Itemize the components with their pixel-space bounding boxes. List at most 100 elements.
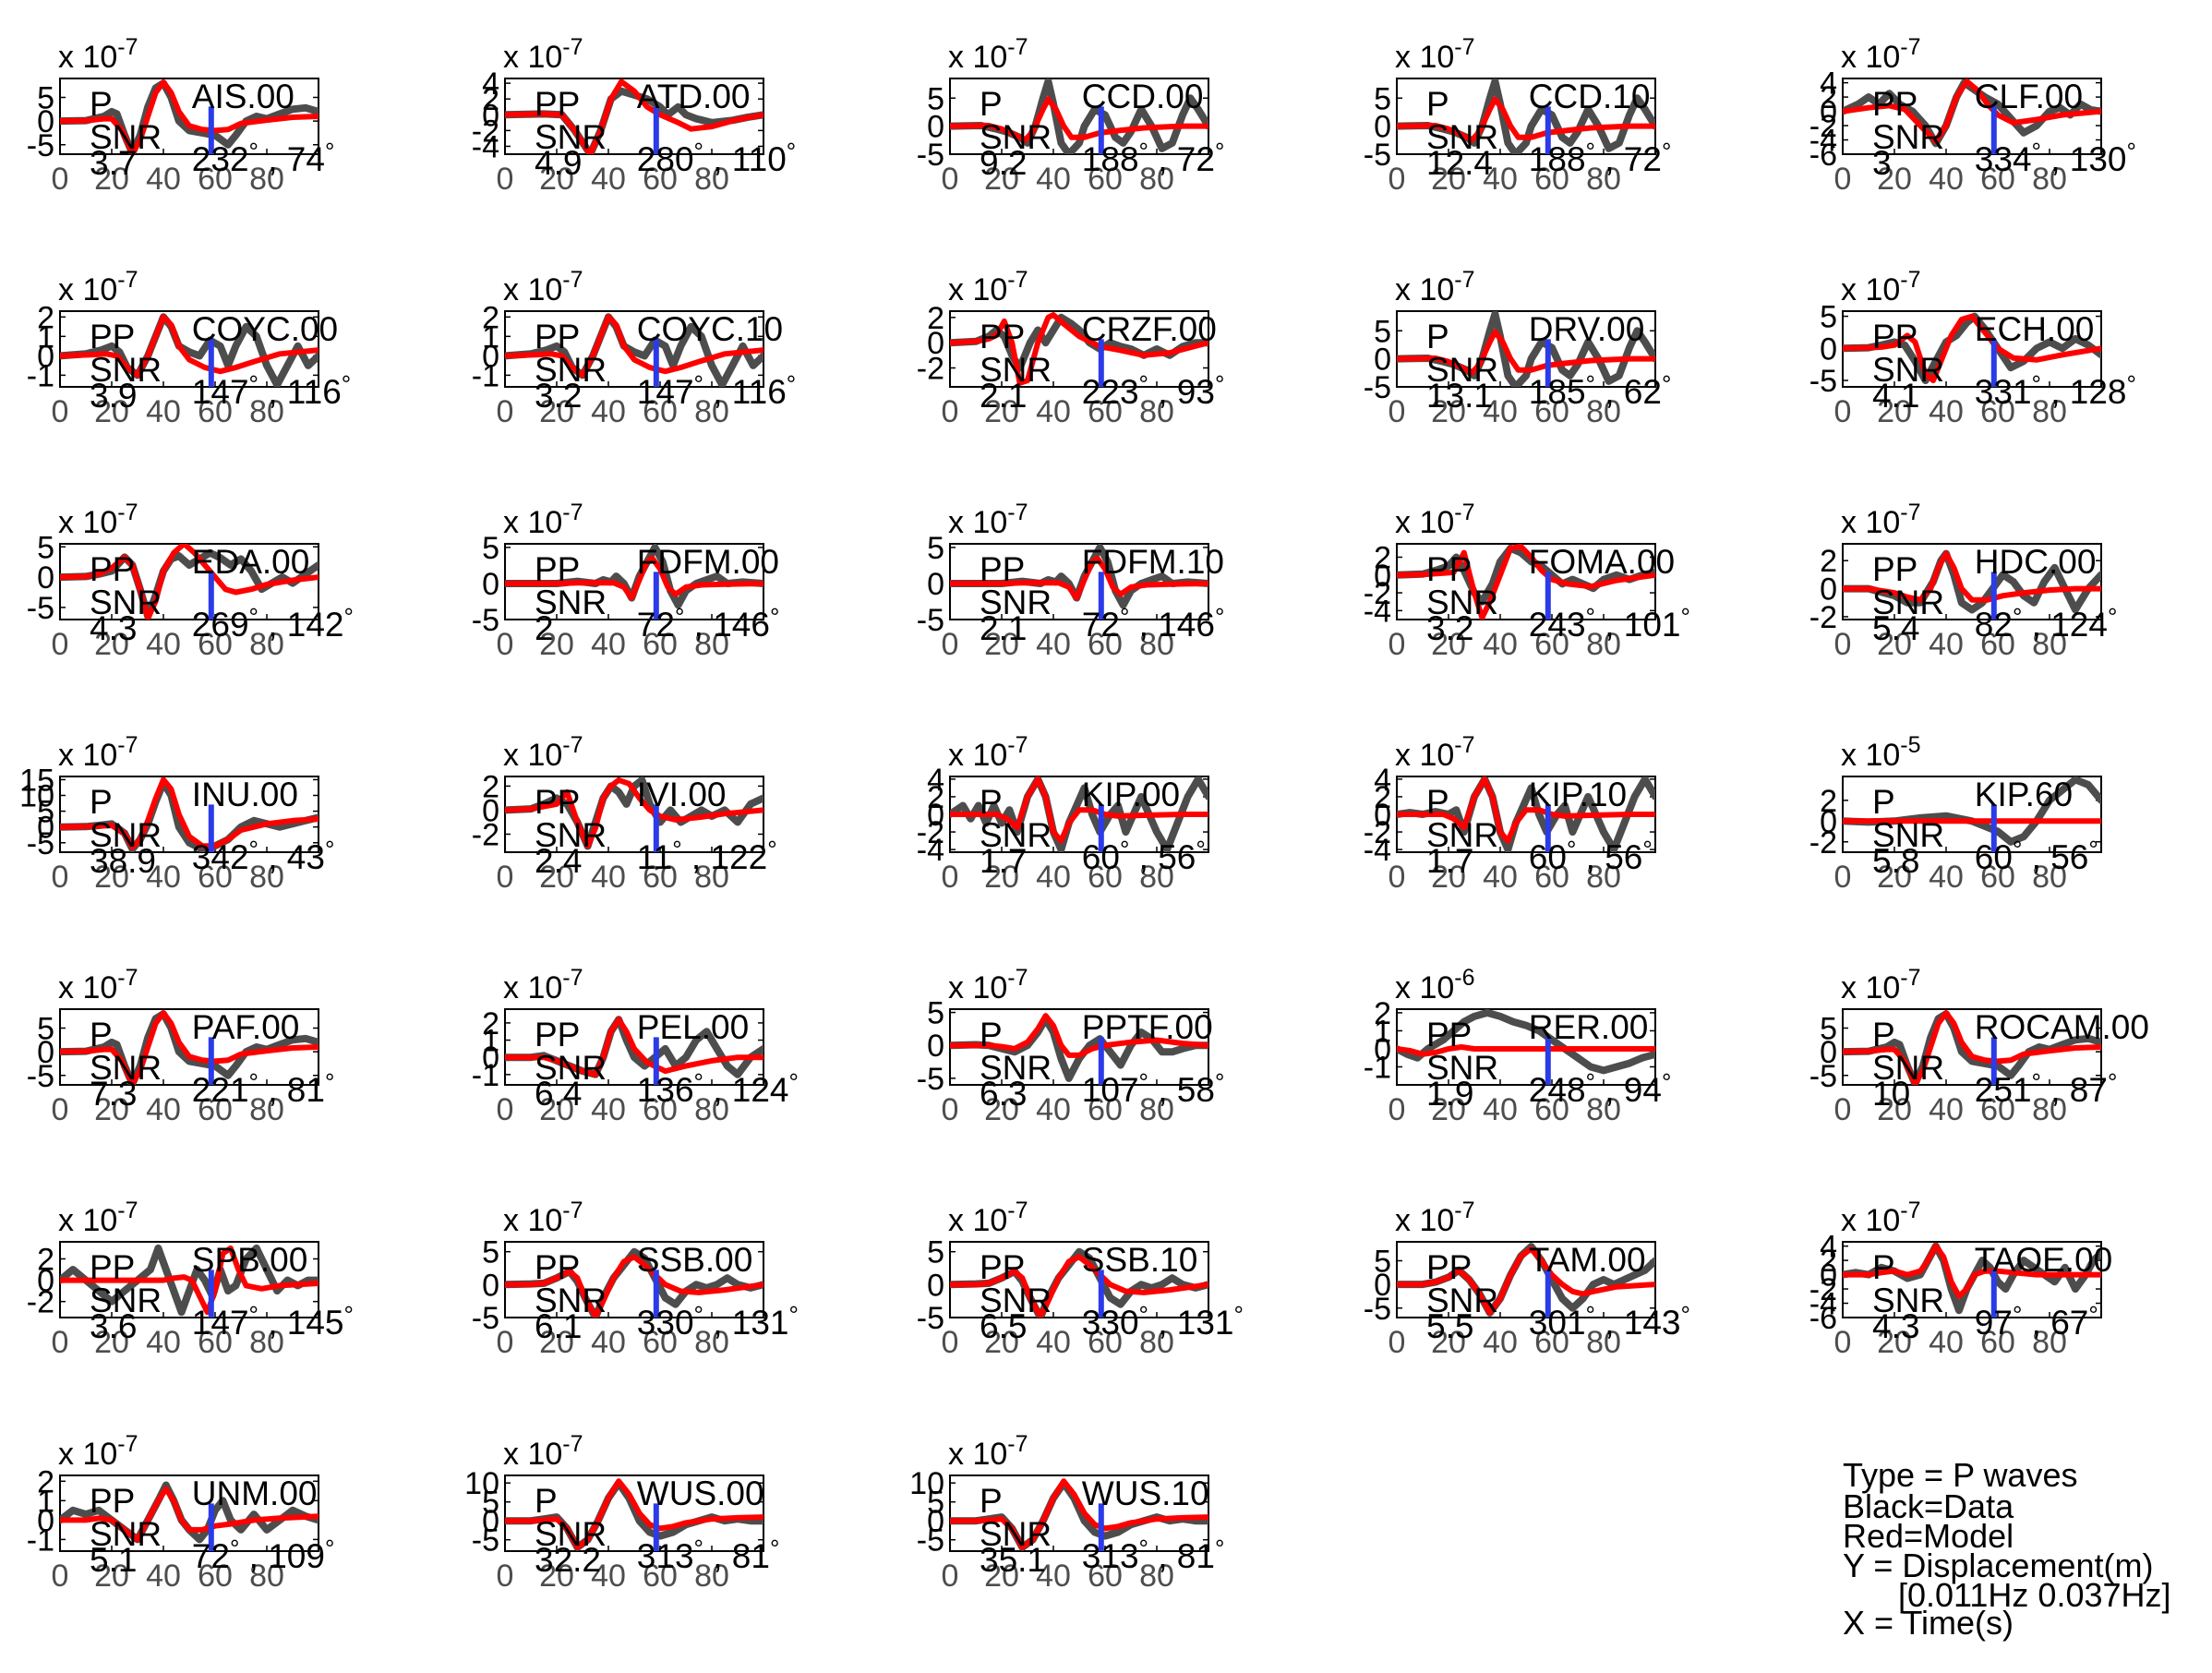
axes-box xyxy=(949,78,1209,155)
model-trace xyxy=(1397,1044,1655,1057)
station-label: FDFM.10 xyxy=(1082,543,1224,581)
y-tick-label: 5 xyxy=(927,1486,944,1521)
x-tick-label: 20 xyxy=(1877,860,1912,895)
snr-value: 1.7 xyxy=(980,842,1027,880)
y-tick-label: -2 xyxy=(1809,825,1837,861)
x-tick-label: 0 xyxy=(497,627,514,662)
snr-value: 10 xyxy=(1872,1075,1910,1113)
x-tick-label: 40 xyxy=(1929,394,1964,429)
x-tick-label: 20 xyxy=(984,1325,1019,1360)
x-tick-label: 20 xyxy=(1431,162,1466,197)
y-tick-label: 0 xyxy=(1374,343,1391,378)
snr-label: SNR xyxy=(90,1515,162,1553)
azimuth-distance-label: 313° , 81° xyxy=(1082,1535,1225,1575)
x-tick-label: 80 xyxy=(249,1092,284,1127)
x-tick-label: 60 xyxy=(1088,1559,1123,1594)
x-tick-label: 80 xyxy=(694,1092,729,1127)
x-tick-label: 60 xyxy=(1088,860,1123,895)
x-tick-label: 0 xyxy=(497,162,514,197)
y-tick-label: 0 xyxy=(482,567,499,602)
snr-value: 5.1 xyxy=(90,1541,137,1579)
snr-value: 5.5 xyxy=(1426,1307,1473,1345)
x-tick-label: 40 xyxy=(1483,394,1518,429)
axes-box xyxy=(59,1474,319,1552)
y-tick-label: 0 xyxy=(37,811,54,846)
model-trace xyxy=(505,555,763,601)
axes-box xyxy=(1396,1241,1656,1318)
model-trace xyxy=(60,544,319,620)
azimuth-distance-label: 107° , 58° xyxy=(1082,1068,1225,1109)
x-tick-label: 0 xyxy=(1389,394,1406,429)
x-tick-label: 80 xyxy=(694,162,729,197)
data-trace xyxy=(1397,776,1655,852)
azimuth-distance-label: 301° , 143° xyxy=(1529,1301,1690,1342)
azimuth-distance-label: 82° , 124° xyxy=(1975,603,2118,644)
x-tick-label: 40 xyxy=(1036,1092,1071,1127)
snr-label: SNR xyxy=(535,1049,607,1087)
y-tick-label: -2 xyxy=(472,817,499,852)
x-tick-label: 60 xyxy=(1088,1092,1123,1127)
x-tick-label: 60 xyxy=(1534,1325,1569,1360)
snr-value: 3.9 xyxy=(90,377,137,415)
y-exponent-label: x 10-7 xyxy=(1395,34,1475,75)
phase-label: P xyxy=(980,85,1003,123)
y-tick-label: -2 xyxy=(27,1285,54,1320)
y-tick-label: 2 xyxy=(1820,80,1837,115)
y-exponent-label: x 10-7 xyxy=(58,1431,138,1472)
x-tick-label: 60 xyxy=(198,1559,233,1594)
axes-box xyxy=(949,1474,1209,1552)
axes-box xyxy=(1396,310,1656,388)
x-tick-label: 80 xyxy=(1586,394,1621,429)
x-tick-label: 0 xyxy=(1389,860,1406,895)
x-tick-label: 80 xyxy=(2032,860,2067,895)
x-tick-label: 80 xyxy=(1586,162,1621,197)
y-tick-label: 5 xyxy=(927,81,944,116)
x-tick-label: 20 xyxy=(539,1092,574,1127)
x-tick-label: 40 xyxy=(1036,162,1071,197)
y-tick-label: 5 xyxy=(1820,300,1837,335)
y-tick-label: 2 xyxy=(1374,996,1391,1031)
snr-value: 4.3 xyxy=(90,609,137,647)
azimuth-distance-label: 342° , 43° xyxy=(192,836,335,876)
x-tick-label: 0 xyxy=(1834,1325,1852,1360)
y-tick-label: 5 xyxy=(482,1486,499,1521)
x-tick-label: 0 xyxy=(497,1559,514,1594)
phase-label: P xyxy=(1872,783,1895,821)
x-tick-label: 40 xyxy=(1036,627,1071,662)
model-trace xyxy=(60,776,319,850)
station-label: KIP.60 xyxy=(1975,776,2073,813)
y-tick-label: 5 xyxy=(1374,81,1391,116)
x-tick-label: 60 xyxy=(198,627,233,662)
y-tick-label: 0 xyxy=(37,339,54,374)
x-tick-label: 20 xyxy=(94,394,129,429)
y-tick-label: -5 xyxy=(27,1059,54,1094)
snr-value: 2 xyxy=(535,609,554,647)
y-tick-label: -5 xyxy=(27,826,54,861)
station-label: ROCAM.00 xyxy=(1975,1008,2149,1046)
x-tick-label: 60 xyxy=(198,860,233,895)
snr-value: 35.1 xyxy=(980,1541,1046,1579)
azimuth-distance-label: 147° , 116° xyxy=(192,370,351,411)
azimuth-distance-label: 280° , 110° xyxy=(637,138,796,178)
azimuth-distance-label: 72° , 109° xyxy=(192,1535,335,1575)
x-tick-label: 20 xyxy=(94,860,129,895)
snr-value: 6.3 xyxy=(980,1075,1027,1113)
y-tick-label: -6 xyxy=(1809,138,1837,173)
station-label: SSB.00 xyxy=(637,1241,752,1279)
y-tick-label: -5 xyxy=(1364,138,1391,173)
snr-value: 4.9 xyxy=(535,144,582,182)
x-tick-label: 60 xyxy=(1088,394,1123,429)
x-tick-label: 80 xyxy=(249,394,284,429)
y-exponent-label: x 10-7 xyxy=(948,965,1028,1005)
x-tick-label: 80 xyxy=(2032,627,2067,662)
y-tick-label: -5 xyxy=(27,128,54,163)
y-tick-label: -5 xyxy=(917,1301,944,1336)
snr-label: SNR xyxy=(1872,816,1944,854)
x-tick-label: 60 xyxy=(198,1092,233,1127)
y-exponent-label: x 10-5 xyxy=(1841,732,1921,773)
